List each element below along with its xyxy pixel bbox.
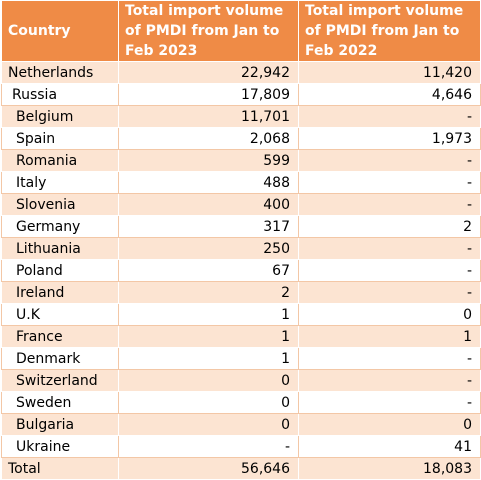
volume-2022-cell: - bbox=[298, 391, 481, 414]
country-cell: Switzerland bbox=[1, 369, 119, 392]
table-row: Slovenia 400 - bbox=[1, 193, 481, 216]
volume-2023-cell: 250 bbox=[118, 237, 299, 260]
table-body: Netherlands 22,942 11,420 Russia 17,809 … bbox=[1, 61, 481, 480]
table-row: Ireland 2 - bbox=[1, 281, 481, 304]
table-row: Sweden 0 - bbox=[1, 391, 481, 414]
country-cell: Netherlands bbox=[1, 61, 119, 84]
table-row: Poland 67 - bbox=[1, 259, 481, 282]
country-cell: Ireland bbox=[1, 281, 119, 304]
volume-2022-cell: 2 bbox=[298, 215, 481, 238]
header-row: Country Total import volume of PMDI from… bbox=[1, 0, 481, 62]
table-row: Denmark 1 - bbox=[1, 347, 481, 370]
volume-2022-cell: 1,973 bbox=[298, 127, 481, 150]
volume-2022-cell: - bbox=[298, 237, 481, 260]
table-row: Spain 2,068 1,973 bbox=[1, 127, 481, 150]
country-cell: Belgium bbox=[1, 105, 119, 128]
volume-2022-cell: - bbox=[298, 171, 481, 194]
volume-2023-cell: 2,068 bbox=[118, 127, 299, 150]
table-row: Lithuania 250 - bbox=[1, 237, 481, 260]
country-cell: Spain bbox=[1, 127, 119, 150]
country-cell: Lithuania bbox=[1, 237, 119, 260]
volume-2022-cell: - bbox=[298, 193, 481, 216]
volume-2023-cell: 67 bbox=[118, 259, 299, 282]
table-row: Bulgaria 0 0 bbox=[1, 413, 481, 436]
table-row: Belgium 11,701 - bbox=[1, 105, 481, 128]
total-label: Total bbox=[1, 457, 119, 480]
country-cell: Romania bbox=[1, 149, 119, 172]
table-row: Italy 488 - bbox=[1, 171, 481, 194]
total-row: Total 56,646 18,083 bbox=[1, 457, 481, 480]
header-country: Country bbox=[1, 0, 119, 62]
volume-2022-cell: 11,420 bbox=[298, 61, 481, 84]
table-row: France 1 1 bbox=[1, 325, 481, 348]
header-volume-2023: Total import volume of PMDI from Jan to … bbox=[118, 0, 299, 62]
volume-2023-cell: 2 bbox=[118, 281, 299, 304]
country-cell: France bbox=[1, 325, 119, 348]
country-cell: Bulgaria bbox=[1, 413, 119, 436]
volume-2022-cell: 0 bbox=[298, 413, 481, 436]
volume-2023-cell: 22,942 bbox=[118, 61, 299, 84]
volume-2022-cell: 4,646 bbox=[298, 83, 481, 106]
volume-2023-cell: 17,809 bbox=[118, 83, 299, 106]
country-cell: Ukraine bbox=[1, 435, 119, 458]
volume-2022-cell: 0 bbox=[298, 303, 481, 326]
table-header: Country Total import volume of PMDI from… bbox=[1, 0, 481, 62]
volume-2023-cell: 0 bbox=[118, 369, 299, 392]
country-cell: Sweden bbox=[1, 391, 119, 414]
volume-2023-cell: 488 bbox=[118, 171, 299, 194]
volume-2023-cell: 1 bbox=[118, 303, 299, 326]
volume-2022-cell: - bbox=[298, 105, 481, 128]
volume-2022-cell: - bbox=[298, 149, 481, 172]
country-cell: U.K bbox=[1, 303, 119, 326]
volume-2022-cell: - bbox=[298, 369, 481, 392]
country-cell: Italy bbox=[1, 171, 119, 194]
volume-2023-cell: 400 bbox=[118, 193, 299, 216]
country-cell: Poland bbox=[1, 259, 119, 282]
volume-2023-cell: 317 bbox=[118, 215, 299, 238]
volume-2022-cell: 41 bbox=[298, 435, 481, 458]
volume-2023-cell: 599 bbox=[118, 149, 299, 172]
volume-2022-cell: - bbox=[298, 347, 481, 370]
table-row: Ukraine - 41 bbox=[1, 435, 481, 458]
total-2022: 18,083 bbox=[298, 457, 481, 480]
volume-2023-cell: 0 bbox=[118, 413, 299, 436]
table-row: Germany 317 2 bbox=[1, 215, 481, 238]
volume-2023-cell: 1 bbox=[118, 347, 299, 370]
country-cell: Denmark bbox=[1, 347, 119, 370]
total-2023: 56,646 bbox=[118, 457, 299, 480]
table-row: Russia 17,809 4,646 bbox=[1, 83, 481, 106]
table-row: Netherlands 22,942 11,420 bbox=[1, 61, 481, 84]
country-cell: Russia bbox=[1, 83, 119, 106]
header-volume-2022: Total import volume of PMDI from Jan to … bbox=[298, 0, 481, 62]
volume-2023-cell: - bbox=[118, 435, 299, 458]
volume-2022-cell: - bbox=[298, 281, 481, 304]
volume-2023-cell: 0 bbox=[118, 391, 299, 414]
volume-2023-cell: 1 bbox=[118, 325, 299, 348]
country-cell: Germany bbox=[1, 215, 119, 238]
table-row: U.K 1 0 bbox=[1, 303, 481, 326]
volume-2022-cell: 1 bbox=[298, 325, 481, 348]
country-cell: Slovenia bbox=[1, 193, 119, 216]
volume-2022-cell: - bbox=[298, 259, 481, 282]
table-row: Romania 599 - bbox=[1, 149, 481, 172]
volume-2023-cell: 11,701 bbox=[118, 105, 299, 128]
table-row: Switzerland 0 - bbox=[1, 369, 481, 392]
